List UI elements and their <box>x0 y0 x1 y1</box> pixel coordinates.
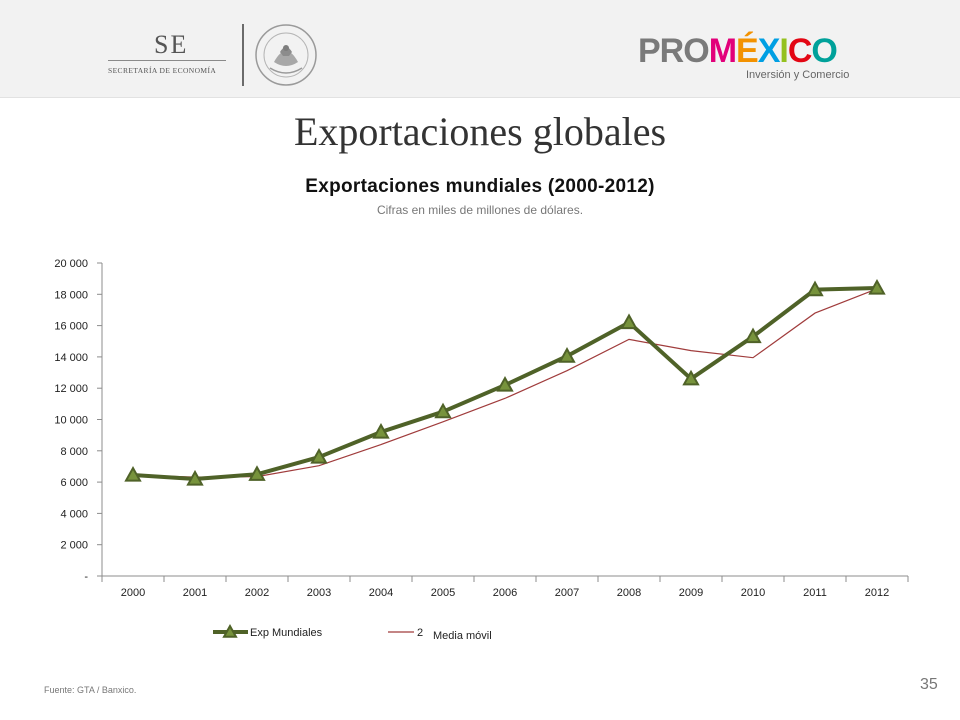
data-point-marker <box>124 465 142 482</box>
data-point-marker <box>310 448 328 464</box>
data-point-marker <box>868 278 886 295</box>
data-point-marker <box>558 347 576 363</box>
data-point-marker <box>744 327 762 344</box>
chart-series <box>124 278 886 486</box>
y-tick-label: 20 000 <box>54 258 88 270</box>
x-tick-label: 2002 <box>245 587 269 599</box>
legend-label-media-movil: Media móvil <box>433 630 492 642</box>
data-point-marker <box>806 280 824 297</box>
promexico-mexico: MÉXICO <box>708 32 838 70</box>
promexico-wordmark: PROMÉXICO <box>638 32 838 71</box>
promexico-letter: I <box>779 32 789 70</box>
x-tick-label: 2010 <box>741 587 765 599</box>
source-note: Fuente: GTA / Banxico. <box>44 685 137 695</box>
x-tick-label: 2000 <box>121 587 145 599</box>
x-tick-label: 2011 <box>803 587 827 599</box>
data-point-marker <box>248 465 266 481</box>
x-tick-label: 2007 <box>555 587 579 599</box>
data-point-marker <box>620 313 638 330</box>
x-tick-label: 2006 <box>493 587 517 599</box>
chart-title: Exportaciones mundiales (2000-2012) <box>305 176 655 197</box>
y-tick-label: 16 000 <box>54 321 88 333</box>
data-point-marker <box>682 369 700 386</box>
y-tick-label: 18 000 <box>54 289 88 301</box>
page-number: 35 <box>920 676 938 693</box>
promexico-logo: PROMÉXICO Inversión y Comercio <box>638 32 858 84</box>
logo-divider <box>242 24 244 86</box>
se-logo-subtitle: SECRETARÍA DE ECONOMÍA <box>108 66 217 75</box>
y-tick-label: 8 000 <box>60 446 88 458</box>
se-logo: SE SECRETARÍA DE ECONOMÍA <box>108 30 228 82</box>
legend-label-exp-mundiales: Exp Mundiales <box>250 627 323 639</box>
chart-subtitle: Cifras en miles de millones de dólares. <box>376 203 584 217</box>
promexico-letter: M <box>708 32 737 70</box>
legend-prefix-media-movil: 2 <box>417 627 423 639</box>
x-tick-label: 2012 <box>865 587 889 599</box>
promexico-letter: C <box>787 32 813 70</box>
promexico-letter: X <box>757 32 781 70</box>
promexico-letter: É <box>736 32 759 70</box>
x-axis: 2000 2001 2002 2003 2004 2005 2006 2007 2008 2009… <box>101 575 909 599</box>
y-tick-label: 4 000 <box>60 508 88 520</box>
x-tick-label: 2003 <box>307 587 331 599</box>
promexico-tagline: Inversión y Comercio <box>746 69 850 81</box>
chart-legend: Exp Mundiales 2 Media móvil <box>213 623 492 642</box>
data-point-marker <box>434 402 452 419</box>
data-point-marker <box>186 469 204 486</box>
coat-of-arms-seal-icon <box>255 24 317 86</box>
data-point-marker <box>496 376 514 392</box>
y-tick-label: 2 000 <box>60 540 88 552</box>
se-logo-rule <box>108 60 226 61</box>
promexico-pro: PRO <box>638 32 710 70</box>
x-tick-label: 2005 <box>431 587 455 599</box>
slide-header: SE SECRETARÍA DE ECONOMÍA PROMÉXICO Inve… <box>0 0 960 98</box>
data-point-marker <box>372 422 390 439</box>
y-tick-label: - <box>84 571 88 583</box>
legend-marker-exp-mundiales <box>222 623 238 638</box>
y-axis: - 2 000 4 000 6 000 8 000 10 000 12 000 14 000 1… <box>54 258 103 583</box>
x-tick-label: 2001 <box>183 587 207 599</box>
x-tick-label: 2004 <box>369 587 393 599</box>
y-tick-label: 6 000 <box>60 477 88 489</box>
y-tick-label: 10 000 <box>54 415 88 427</box>
exports-line-chart: - 2 000 4 000 6 000 8 000 10 000 12 000 14 000 1… <box>54 258 909 642</box>
slide-title: Exportaciones globales <box>293 109 667 154</box>
se-logo-letters: SE <box>154 30 189 59</box>
x-tick-label: 2008 <box>617 587 641 599</box>
y-tick-label: 14 000 <box>54 352 88 364</box>
x-tick-label: 2009 <box>679 587 703 599</box>
promexico-letter: O <box>811 32 837 70</box>
y-tick-label: 12 000 <box>54 383 88 395</box>
